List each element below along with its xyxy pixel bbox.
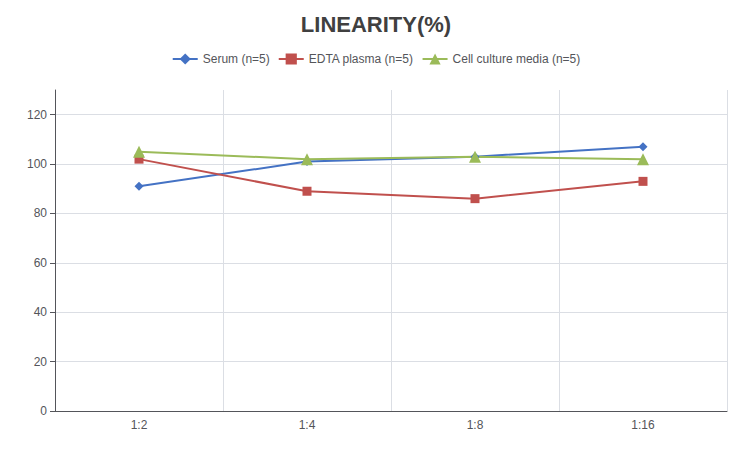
svg-text:60: 60	[34, 256, 48, 270]
svg-text:80: 80	[34, 206, 48, 220]
svg-text:1:2: 1:2	[131, 418, 148, 432]
svg-text:120: 120	[27, 108, 47, 122]
svg-text:20: 20	[34, 355, 48, 369]
svg-text:Serum (n=5): Serum (n=5)	[203, 52, 270, 66]
svg-text:0: 0	[40, 404, 47, 418]
svg-text:1:4: 1:4	[299, 418, 316, 432]
svg-text:Cell culture media (n=5): Cell culture media (n=5)	[453, 52, 581, 66]
svg-text:1:16: 1:16	[631, 418, 655, 432]
svg-text:1:8: 1:8	[467, 418, 484, 432]
svg-text:40: 40	[34, 305, 48, 319]
svg-text:100: 100	[27, 157, 47, 171]
svg-text:LINEARITY(%): LINEARITY(%)	[301, 12, 451, 37]
svg-text:EDTA plasma (n=5): EDTA plasma (n=5)	[309, 52, 413, 66]
